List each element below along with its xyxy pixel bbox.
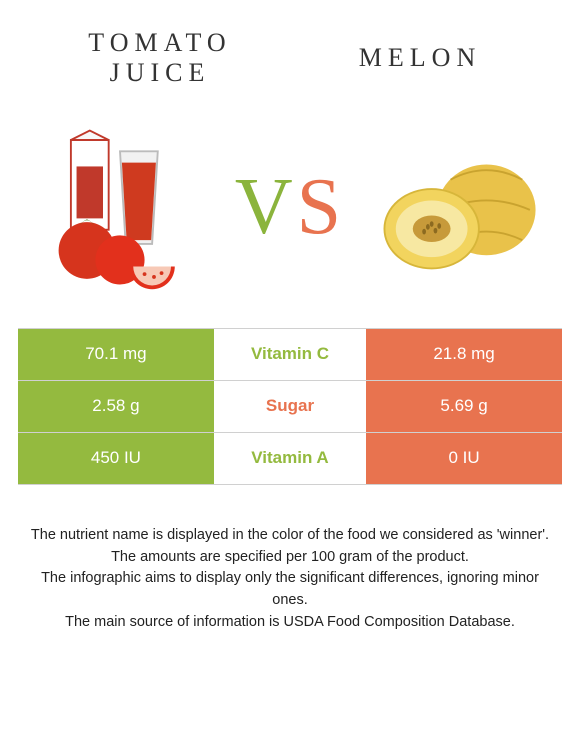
right-value: 0 IU bbox=[366, 433, 562, 484]
left-title-line1: TOMATO bbox=[88, 28, 231, 57]
nutrient-name: Sugar bbox=[214, 381, 366, 432]
comparison-table: 70.1 mg Vitamin C 21.8 mg 2.58 g Sugar 5… bbox=[18, 328, 562, 485]
left-value: 2.58 g bbox=[18, 381, 214, 432]
footer-line: The amounts are specified per 100 gram o… bbox=[28, 547, 552, 569]
melon-icon bbox=[375, 123, 545, 293]
right-value: 5.69 g bbox=[366, 381, 562, 432]
tomato-juice-icon bbox=[35, 123, 205, 293]
table-row: 2.58 g Sugar 5.69 g bbox=[18, 381, 562, 433]
left-food-title: TOMATO JUICE bbox=[60, 28, 260, 88]
right-food-title: MELON bbox=[320, 43, 520, 73]
vs-label: VS bbox=[235, 162, 345, 253]
right-value: 21.8 mg bbox=[366, 329, 562, 380]
footer-line: The nutrient name is displayed in the co… bbox=[28, 525, 552, 547]
left-food-image bbox=[30, 118, 210, 298]
left-title-line2: JUICE bbox=[110, 58, 211, 87]
right-food-image bbox=[370, 118, 550, 298]
footer-line: The main source of information is USDA F… bbox=[28, 612, 552, 634]
footer-notes: The nutrient name is displayed in the co… bbox=[0, 485, 580, 634]
left-value: 450 IU bbox=[18, 433, 214, 484]
left-value: 70.1 mg bbox=[18, 329, 214, 380]
header-row: TOMATO JUICE MELON bbox=[0, 0, 580, 98]
nutrient-name: Vitamin A bbox=[214, 433, 366, 484]
table-row: 450 IU Vitamin A 0 IU bbox=[18, 433, 562, 485]
table-row: 70.1 mg Vitamin C 21.8 mg bbox=[18, 329, 562, 381]
images-row: VS bbox=[0, 98, 580, 328]
nutrient-name: Vitamin C bbox=[214, 329, 366, 380]
footer-line: The infographic aims to display only the… bbox=[28, 568, 552, 612]
vs-v: V bbox=[235, 163, 297, 251]
vs-s: S bbox=[297, 163, 346, 251]
